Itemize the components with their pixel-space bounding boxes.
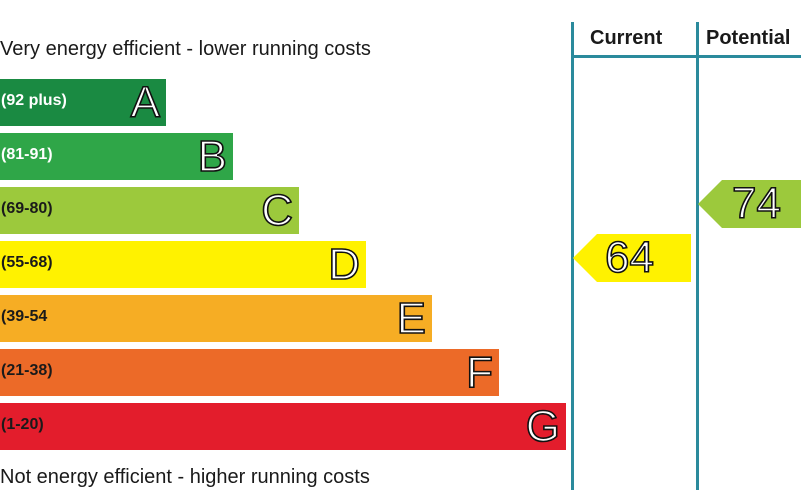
top-caption: Very energy efficient - lower running co… bbox=[0, 38, 371, 60]
band-b: (81-91) B bbox=[0, 132, 233, 181]
potential-column-divider bbox=[696, 22, 699, 490]
band-letter: E bbox=[396, 294, 427, 343]
band-range-label: (1-20) bbox=[1, 416, 44, 433]
potential-rating-value: 74 bbox=[731, 179, 782, 229]
band-letter: A bbox=[130, 78, 161, 127]
potential-rating-arrow: 74 bbox=[698, 179, 801, 229]
band-d: (55-68) D bbox=[0, 240, 366, 289]
band-letter: F bbox=[465, 348, 493, 397]
band-f: (21-38) F bbox=[0, 348, 499, 397]
band-range-label: (81-91) bbox=[1, 146, 53, 163]
band-e: (39-54 E bbox=[0, 294, 432, 343]
current-rating-arrow: 64 bbox=[573, 233, 691, 283]
bottom-caption: Not energy efficient - higher running co… bbox=[0, 466, 370, 488]
current-column-divider bbox=[571, 22, 574, 490]
band-range-label: (55-68) bbox=[1, 254, 53, 271]
band-letter: B bbox=[197, 132, 228, 181]
band-letter: G bbox=[525, 402, 561, 451]
band-letter: C bbox=[260, 186, 293, 235]
band-range-label: (21-38) bbox=[1, 362, 53, 379]
header-underline bbox=[571, 55, 801, 58]
band-c: (69-80) C bbox=[0, 186, 299, 235]
band-range-label: (69-80) bbox=[1, 200, 53, 217]
current-rating-value: 64 bbox=[604, 233, 655, 283]
current-column-header: Current bbox=[590, 27, 663, 49]
potential-column-header: Potential bbox=[706, 27, 791, 49]
band-range-label: (39-54 bbox=[1, 308, 48, 325]
band-g: (1-20) G bbox=[0, 402, 566, 451]
band-range-label: (92 plus) bbox=[1, 92, 67, 109]
band-a: (92 plus) A bbox=[0, 78, 166, 127]
band-letter: D bbox=[327, 240, 360, 289]
